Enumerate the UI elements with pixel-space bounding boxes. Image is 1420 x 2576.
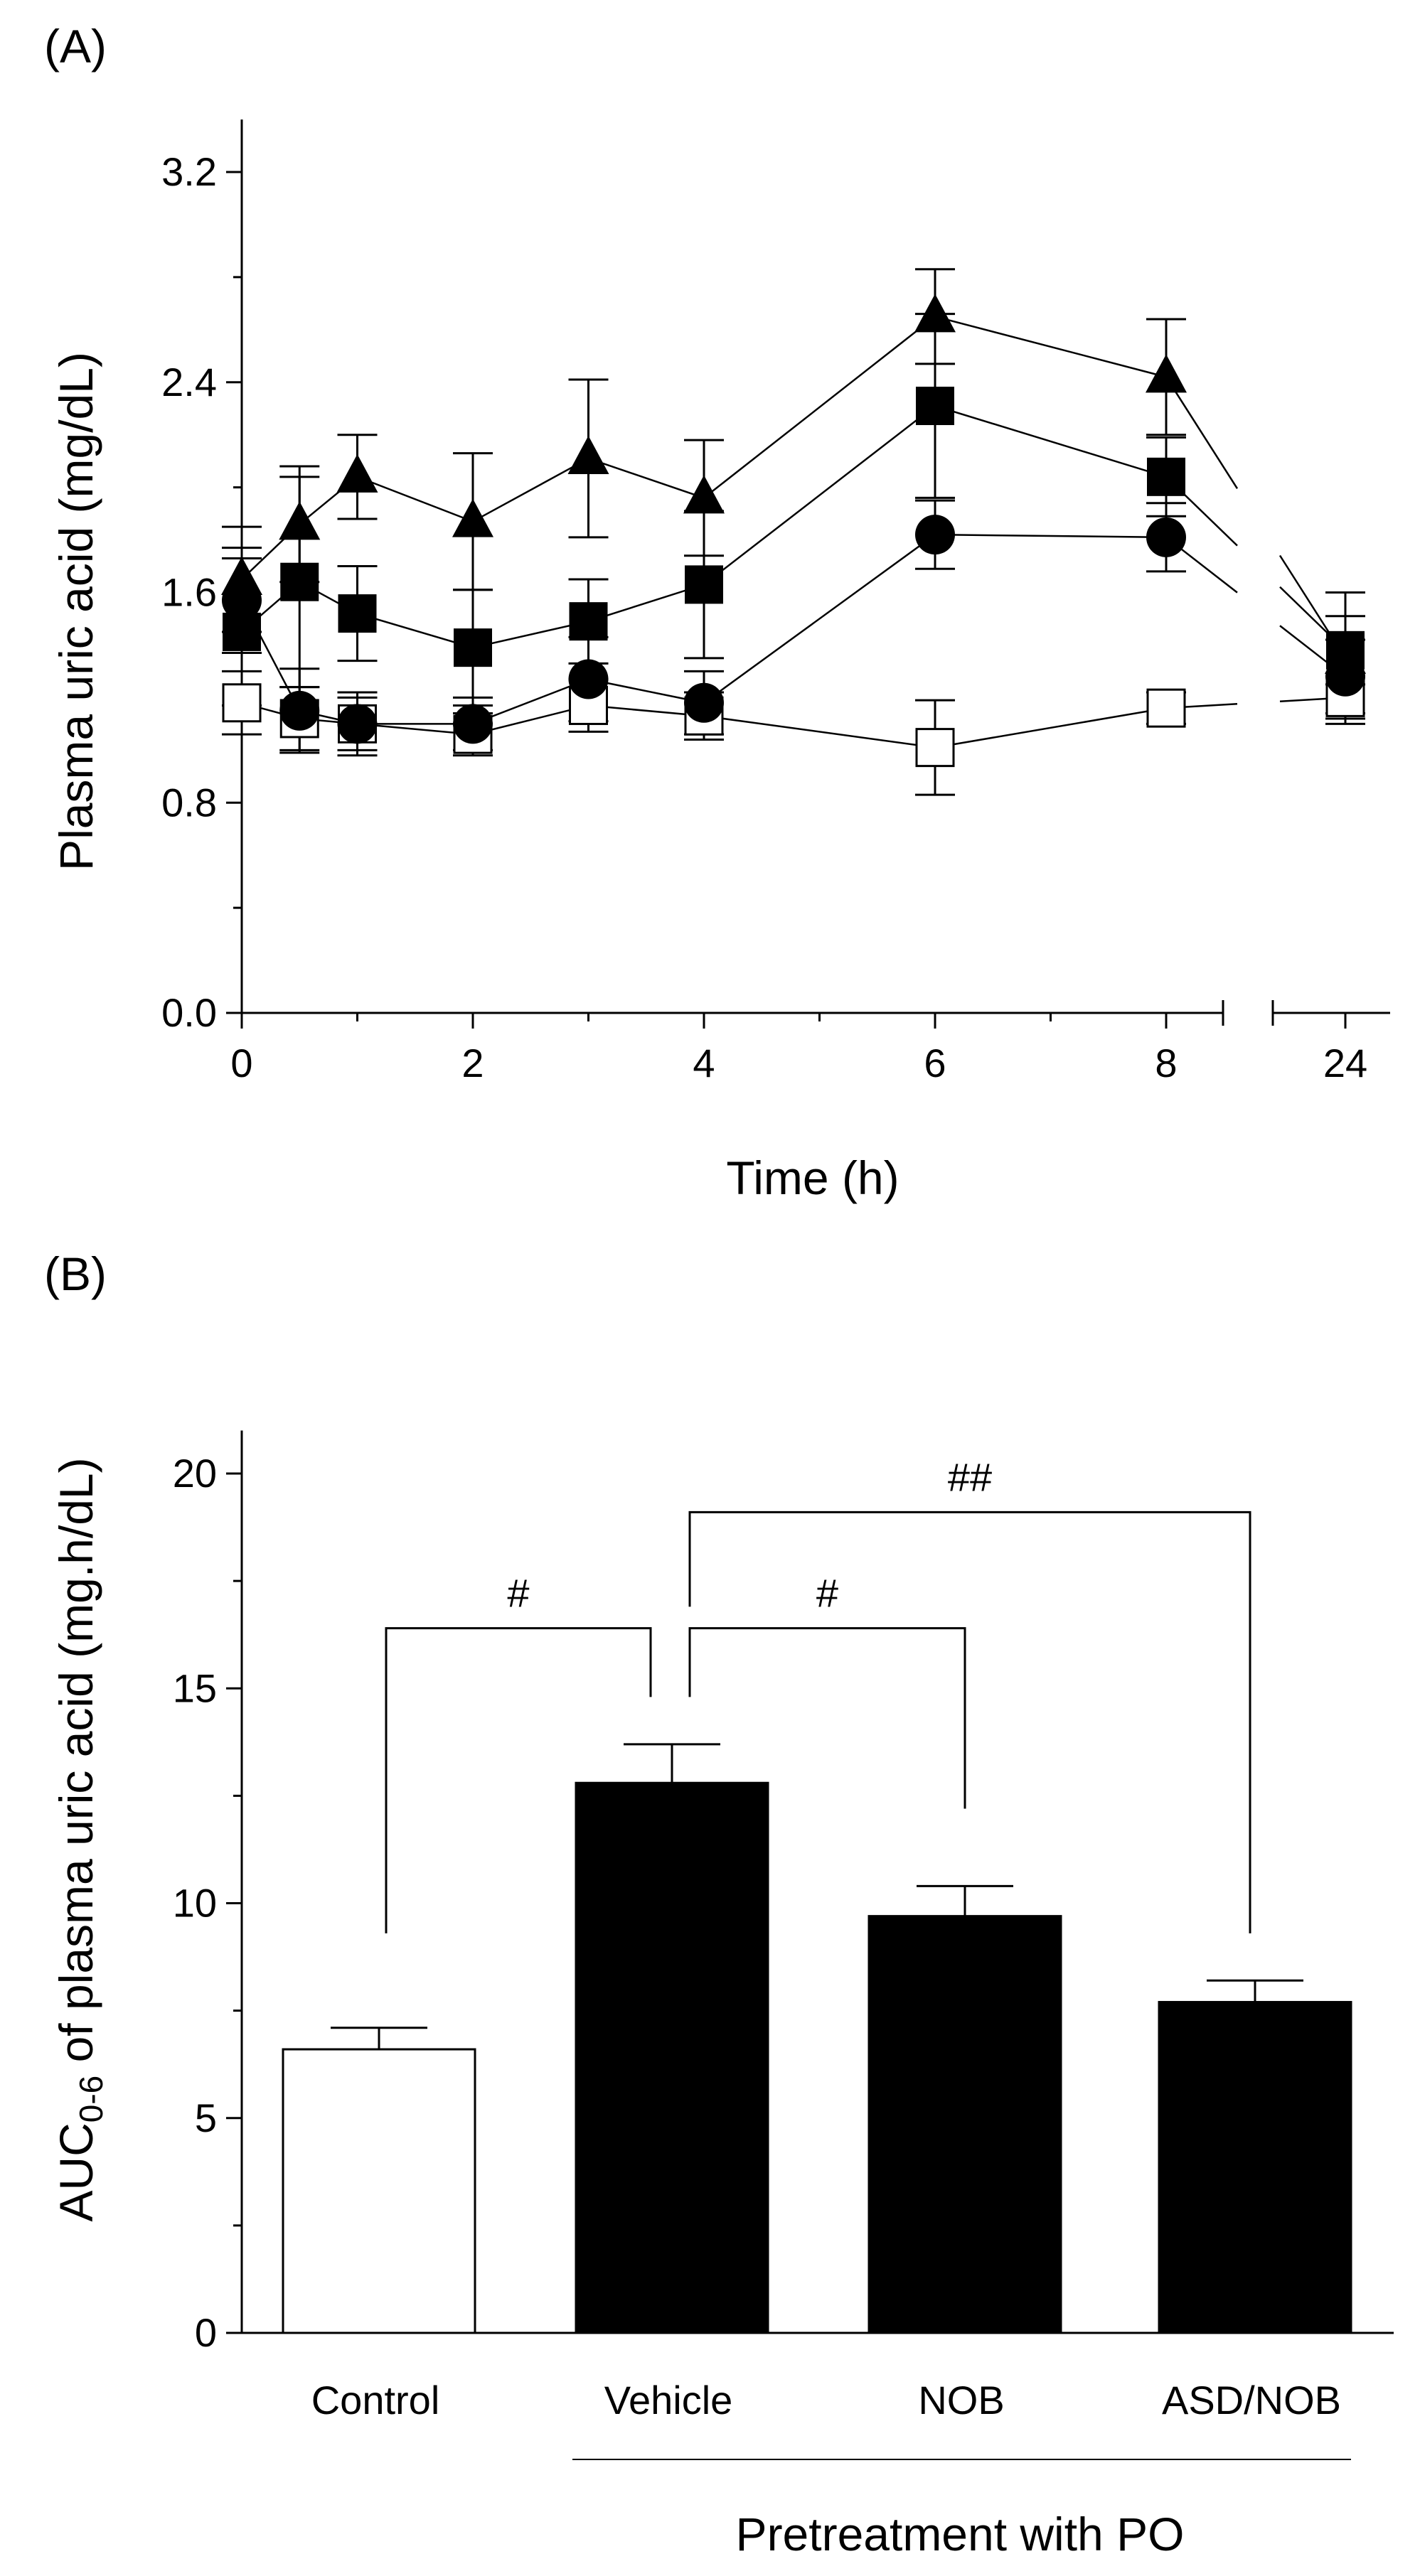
panel-b-bar-vehicle	[575, 1781, 769, 2334]
panel-a-y-tick-label: 3.2	[161, 149, 217, 194]
panel-b-significance-label: #	[507, 1571, 529, 1616]
panel-a-point-filled-square	[916, 387, 954, 426]
panel-a-point-filled-square	[280, 562, 319, 601]
panel-b-label: (B)	[44, 1247, 107, 1300]
panel-b-bar-asd-nob	[1158, 2001, 1352, 2334]
panel-b-y-tick-label: 15	[173, 1665, 217, 1710]
panel-b-significance-label: ##	[948, 1454, 992, 1499]
panel-a-point-open-square	[1146, 688, 1186, 728]
panel-a-point-filled-triangle	[1325, 635, 1366, 674]
panel-a-point-filled-circle	[568, 659, 609, 699]
panel-a-point-filled-triangle	[914, 294, 956, 333]
panel-b-category-label: NOB	[918, 2378, 1004, 2422]
panel-b-category-label: Vehicle	[604, 2378, 733, 2422]
panel-a-x-axis-label: Time (h)	[726, 1152, 899, 1204]
panel-a-point-filled-square	[1147, 457, 1185, 496]
panel-b-y-tick-label: 0	[195, 2310, 217, 2355]
panel-a-point-filled-triangle	[567, 435, 609, 474]
panel-b-y-tick-label: 5	[195, 2095, 217, 2140]
panel-a-point-filled-triangle	[336, 454, 378, 493]
panel-b-bar-control	[282, 2048, 476, 2334]
panel-a-point-filled-circle	[684, 682, 724, 723]
panel-a-point-open-square	[222, 683, 262, 723]
panel-a-point-filled-circle	[337, 704, 378, 744]
panel-a-point-filled-circle	[915, 515, 955, 555]
y-label-subscript: 0-6	[73, 2076, 110, 2122]
panel-a-chart: 0.00.81.62.43.20 2 4 6 8 24	[161, 119, 1390, 1085]
panel-b-significance-label: #	[816, 1571, 838, 1616]
panel-a-point-filled-square	[454, 628, 492, 667]
panel-b-category-label: ASD/NOB	[1162, 2378, 1341, 2422]
panel-a-point-filled-square	[569, 602, 608, 641]
panel-a-point-filled-square	[338, 594, 377, 633]
panel-a-point-filled-circle	[1146, 517, 1186, 557]
panel-b-significance-bracket	[688, 1510, 1251, 1933]
panel-a-y-tick-label: 0.0	[161, 990, 217, 1035]
panel-b-y-tick-label: 10	[173, 1881, 217, 1926]
panel-a-y-axis-label: Plasma uric acid (mg/dL)	[50, 352, 102, 871]
panel-a-point-filled-triangle	[221, 557, 262, 596]
panel-a-point-filled-triangle	[1146, 354, 1187, 393]
panel-b-category-label: Control	[311, 2378, 440, 2422]
panel-a-point-filled-circle	[279, 690, 320, 731]
panel-a-label: (A)	[44, 20, 107, 73]
panel-a-point-filled-triangle	[452, 498, 493, 537]
panel-a-point-filled-square	[685, 565, 723, 604]
panel-a-y-tick-label: 1.6	[161, 570, 217, 615]
panel-a-x-tick-label: 8	[1155, 1041, 1177, 1085]
panel-a-point-filled-triangle	[683, 475, 725, 514]
y-label-auc: AUC	[50, 2122, 102, 2221]
panel-b-y-tick-label: 20	[173, 1451, 217, 1496]
panel-a-x-tick-label: 0	[230, 1041, 252, 1085]
panel-a-x-tick-label: 2	[461, 1041, 484, 1085]
panel-a-point-filled-triangle	[279, 501, 321, 540]
y-label-rest: of plasma uric acid (mg.h/dL)	[50, 1457, 102, 2075]
panel-b-significance-bracket	[688, 1627, 966, 1809]
panel-b-bar-nob	[868, 1915, 1062, 2334]
panel-b-y-axis-label: AUC0-6 of plasma uric acid (mg.h/dL)	[50, 1457, 110, 2221]
panel-a-point-open-square	[915, 728, 955, 768]
panel-a-x-tick-label: 24	[1323, 1041, 1367, 1085]
panel-b-significance-bracket	[385, 1627, 652, 1933]
panel-a-y-tick-label: 2.4	[161, 360, 217, 404]
panel-a-x-tick-label: 4	[693, 1041, 715, 1085]
panel-a-x-tick-label: 6	[924, 1041, 946, 1085]
panel-a-point-filled-square	[223, 612, 261, 651]
panel-a-y-tick-label: 0.8	[161, 780, 217, 825]
pretreatment-group-label: Pretreatment with PO	[736, 2508, 1185, 2560]
panel-a-point-filled-circle	[453, 704, 493, 744]
